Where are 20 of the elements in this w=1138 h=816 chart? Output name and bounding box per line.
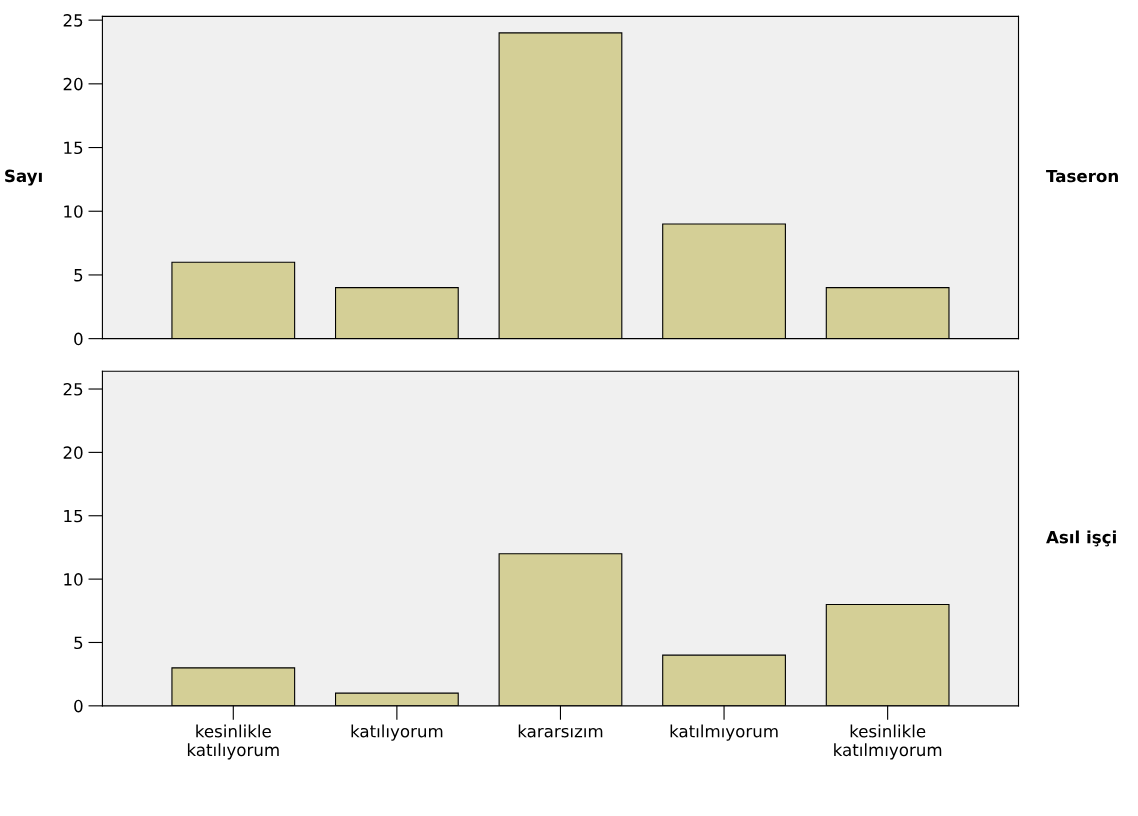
x-tick-label: kararsızım: [518, 724, 603, 738]
y-tick-label: 25: [63, 382, 83, 396]
y-tick-label: 0: [74, 332, 83, 346]
y-tick-label: 5: [74, 269, 83, 282]
text: Asıl işçi: [1046, 530, 1116, 547]
y-tick-label: 20: [63, 77, 83, 91]
y-axis-title: Sayı: [5, 169, 42, 186]
y-tick-label: 10: [64, 573, 83, 586]
y-tick-label: 5: [74, 636, 83, 650]
x-tick-label: katılmıyorum: [670, 724, 778, 741]
y-tick-label: 0: [74, 699, 83, 713]
y-tick-label: 15: [64, 509, 83, 523]
text: Taseron: [1046, 169, 1118, 183]
x-tick-label: katılıyorum: [351, 724, 443, 741]
y-tick-label: 15: [64, 141, 83, 155]
y-tick-label: 20: [63, 446, 83, 459]
y-tick-label: 10: [64, 205, 83, 218]
x-tick-label: kesinlikle katılmıyorum: [834, 724, 942, 760]
x-tick-label: kesinlikle katılıyorum: [187, 724, 279, 760]
y-tick-label: 25: [63, 14, 83, 27]
